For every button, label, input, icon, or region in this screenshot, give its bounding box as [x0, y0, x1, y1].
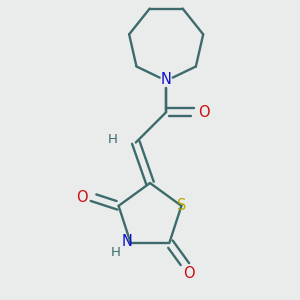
Text: N: N [122, 234, 133, 249]
Text: N: N [161, 72, 172, 87]
Text: O: O [183, 266, 195, 281]
Text: H: H [108, 133, 118, 146]
Text: O: O [76, 190, 88, 205]
Text: S: S [177, 198, 186, 213]
Text: O: O [198, 105, 209, 120]
Text: H: H [111, 246, 121, 259]
